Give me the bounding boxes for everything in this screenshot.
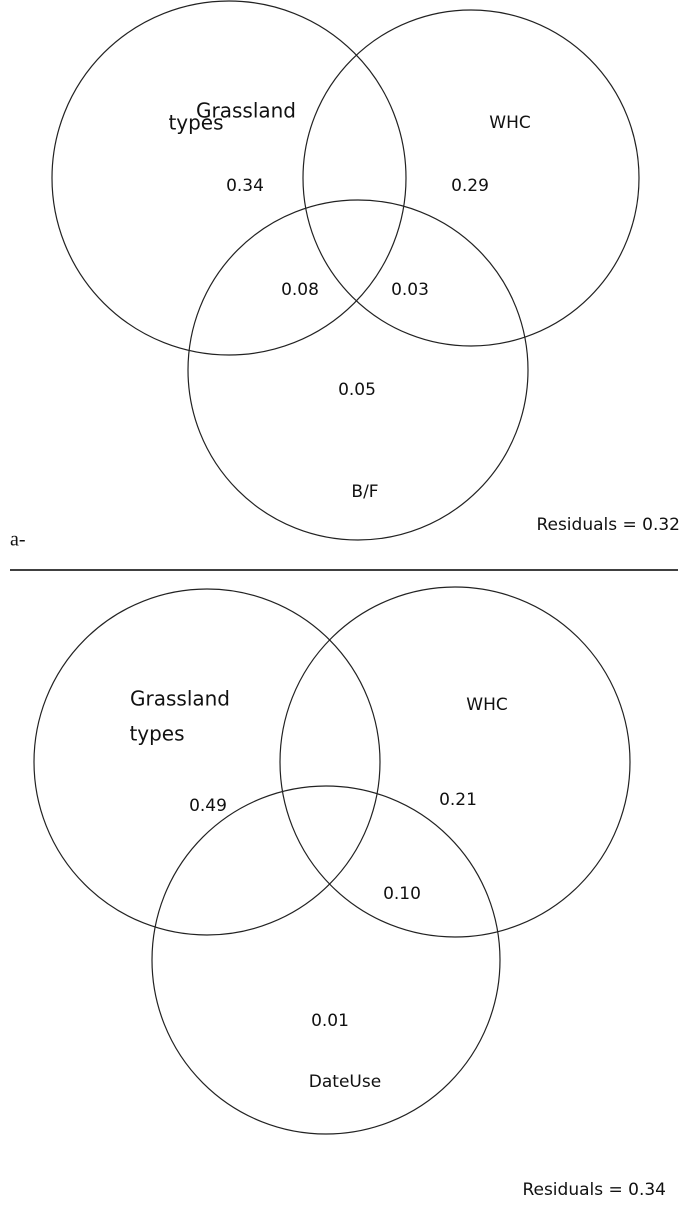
region-value: 0.21 (439, 790, 477, 810)
set-circle (279, 586, 631, 938)
panel-a: Grassland types WHC B/F 0.34 0.29 0.08 0… (10, 0, 680, 551)
set-label: WHC (466, 695, 507, 715)
panel-b: Grassland types WHC DateUse 0.49 0.21 0.… (33, 586, 666, 1200)
region-value: 0.49 (189, 796, 227, 816)
region-value: 0.10 (383, 884, 421, 904)
set-label: B/F (351, 482, 378, 502)
region-value: 0.29 (451, 176, 489, 196)
set-circle (151, 785, 501, 1135)
region-value: 0.01 (311, 1011, 349, 1031)
region-value: 0.03 (391, 280, 429, 300)
region-value: 0.34 (226, 176, 264, 196)
residuals: Residuals = 0.32 (536, 515, 680, 535)
region-value: 0.05 (338, 380, 376, 400)
set-label: WHC (489, 113, 530, 133)
set-label: types (168, 111, 223, 135)
set-label: Grassland (130, 687, 230, 711)
region-value: 0.08 (281, 280, 319, 300)
set-circle (187, 199, 529, 541)
set-label: types (129, 722, 184, 746)
set-label: Grassland (196, 99, 296, 123)
panel-tag: a- (10, 529, 26, 551)
set-circle (33, 588, 381, 936)
set-circle (302, 9, 640, 347)
set-circle (51, 0, 407, 356)
residuals: Residuals = 0.34 (522, 1180, 666, 1200)
set-label: DateUse (309, 1072, 381, 1092)
